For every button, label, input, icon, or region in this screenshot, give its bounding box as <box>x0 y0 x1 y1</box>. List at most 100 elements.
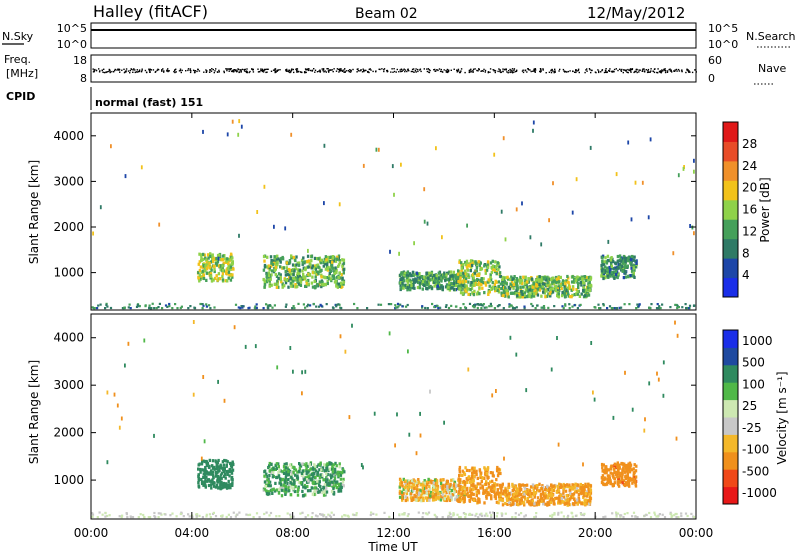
echo-cell <box>270 273 273 277</box>
echo-cell <box>585 275 588 280</box>
echo-cell <box>203 472 207 476</box>
echo-cell <box>341 258 344 262</box>
echo-cell <box>502 136 505 141</box>
echo-cell <box>526 500 529 504</box>
echo-cell <box>300 258 304 262</box>
echo-cell <box>200 259 203 263</box>
echo-cell <box>356 307 359 310</box>
echo-cell <box>306 254 310 258</box>
echo-cell <box>324 480 328 484</box>
echo-cell <box>412 286 415 290</box>
echo-cell <box>624 265 627 269</box>
echo-cell <box>238 119 241 124</box>
echo-cell <box>486 262 489 266</box>
echo-cell <box>463 491 466 495</box>
echo-cell <box>624 476 628 481</box>
echo-cell <box>650 303 653 306</box>
echo-cell <box>226 485 229 490</box>
echo-cell <box>489 277 493 282</box>
echo-cell <box>198 514 201 517</box>
echo-cell <box>149 516 152 519</box>
echo-cell <box>473 281 476 286</box>
echo-cell <box>551 513 554 516</box>
freq-point <box>598 70 600 72</box>
echo-cell <box>559 498 562 502</box>
echo-cell <box>401 494 404 498</box>
echo-cell <box>271 262 275 267</box>
power-colorbar-segment <box>723 180 738 201</box>
echo-cell <box>279 482 283 486</box>
power-colorbar-segment <box>723 238 738 259</box>
echo-cell <box>314 269 318 273</box>
echo-cell <box>202 129 204 134</box>
freq-point <box>664 69 666 71</box>
echo-cell <box>541 496 544 501</box>
echo-cell <box>584 498 588 502</box>
echo-cell <box>460 473 463 477</box>
echo-cell <box>468 302 472 305</box>
echo-cell <box>501 503 505 507</box>
echo-cell <box>151 302 154 305</box>
echo-cell <box>328 271 331 276</box>
power-echoes <box>91 119 696 310</box>
power-colorbar-frame <box>722 121 739 298</box>
echo-cell <box>265 280 268 284</box>
echo-cell <box>484 268 487 273</box>
echo-cell <box>274 263 278 267</box>
freq-point <box>260 69 262 72</box>
freq-point <box>266 71 268 73</box>
echo-cell <box>453 482 456 486</box>
echo-cell <box>220 482 224 486</box>
freq-point <box>545 72 547 74</box>
echo-cell <box>563 484 567 488</box>
echo-cell <box>321 473 324 477</box>
echo-cell <box>312 271 315 275</box>
echo-cell <box>336 282 339 286</box>
freq-point <box>263 69 265 72</box>
echo-cell <box>342 484 345 488</box>
echo-cell <box>205 305 208 308</box>
echo-cell <box>521 295 524 299</box>
echo-cell <box>320 304 323 307</box>
echo-cell <box>305 462 308 466</box>
freq-point <box>480 70 482 72</box>
echo-cell <box>222 483 225 488</box>
echo-cell <box>553 502 556 506</box>
echo-cell <box>459 284 462 288</box>
echo-cell <box>426 272 430 276</box>
echo-cell <box>653 513 657 516</box>
echo-cell <box>155 307 158 310</box>
freq-point <box>161 70 163 72</box>
echo-cell <box>229 516 233 519</box>
echo-cell <box>628 303 631 306</box>
echo-cell <box>495 478 498 482</box>
echo-cell <box>573 293 576 297</box>
echo-cell <box>473 283 476 287</box>
freq-point <box>554 71 556 73</box>
echo-cell <box>411 498 414 502</box>
freq-point <box>363 69 365 72</box>
echo-cell <box>294 258 297 263</box>
freq-point <box>379 68 381 71</box>
echo-cell <box>280 256 283 261</box>
freq-point <box>440 68 442 71</box>
echo-cell <box>335 275 339 279</box>
echo-cell <box>318 489 321 493</box>
echo-cell <box>628 468 631 472</box>
echo-cell <box>217 272 221 276</box>
echo-cell <box>602 304 605 307</box>
freq-point <box>502 70 504 72</box>
echo-cell <box>549 283 552 287</box>
echo-cell <box>304 284 307 288</box>
echo-cell <box>263 259 266 263</box>
echo-cell <box>647 215 650 220</box>
freq-point <box>674 69 676 71</box>
echo-cell <box>278 481 281 485</box>
echo-cell <box>518 502 522 506</box>
echo-cell <box>227 270 231 274</box>
echo-cell <box>604 271 607 275</box>
echo-cell <box>404 283 407 287</box>
freq-point <box>643 68 645 70</box>
echo-cell <box>299 283 303 287</box>
echo-cell <box>326 472 329 477</box>
